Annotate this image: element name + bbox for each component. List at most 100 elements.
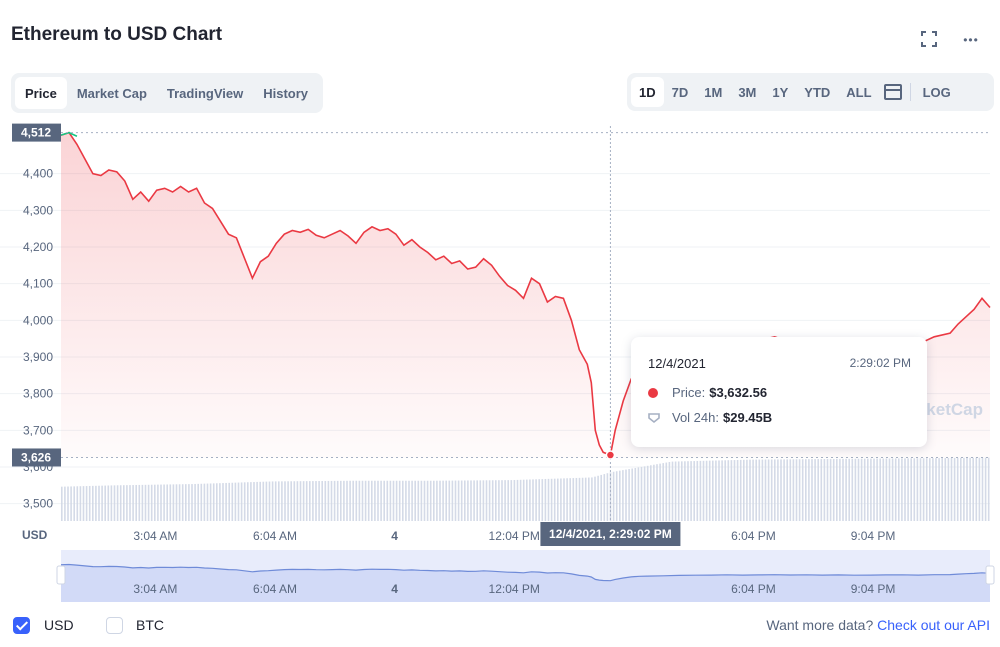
volume-bar [891,458,894,521]
chart-title: Ethereum to USD Chart [11,24,223,45]
volume-bar [408,480,410,521]
usd-checkbox[interactable] [13,617,30,634]
volume-bar [70,486,72,521]
fullscreen-icon[interactable] [919,30,939,50]
volume-bar [498,480,500,521]
x-tick-label: 4 [391,529,398,543]
volume-bar [956,457,959,521]
volume-bar [160,484,162,521]
volume-bar [640,466,643,521]
volume-bar [789,459,792,521]
volume-bar [150,484,153,521]
volume-bar [863,458,866,521]
range-3m[interactable]: 3M [738,84,757,100]
volume-bar [206,483,209,521]
volume-bar [448,480,451,521]
navigator-tick-label: 12:04 PM [489,582,540,596]
volume-bar [343,480,345,521]
more-data-text: Want more data? Check out our API [766,617,990,633]
log-scale-toggle[interactable]: LOG [922,84,951,100]
volume-bar [581,477,584,521]
range-1y[interactable]: 1Y [772,84,789,100]
volume-bar [848,458,850,521]
volume-bar [278,481,280,521]
volume-bar [398,480,401,521]
volume-bar [867,458,869,521]
tooltip-time: 2:29:02 PM [849,356,911,370]
volume-bar [839,458,841,521]
range-ytd[interactable]: YTD [804,84,831,100]
tab-history[interactable]: History [263,85,309,101]
volume-bar [749,459,751,521]
volume-bar [402,480,404,521]
volume-bar [594,476,596,521]
volume-bar [615,471,618,521]
volume-bar [935,458,937,521]
navigator-line [60,563,991,582]
volume-bar [553,478,556,521]
y-tick-label: 4,400 [23,167,53,181]
volume-bar [240,482,243,521]
volume-bar [687,461,689,521]
volume-bar [960,457,962,521]
tab-price[interactable]: Price [15,77,67,109]
crosshair-x-badge [540,522,681,546]
navigator-left-handle[interactable] [56,565,66,585]
volume-bar [792,459,795,521]
api-link[interactable]: Check out our API [877,617,990,633]
volume-bar [718,460,720,521]
volume-bar [755,459,757,521]
volume-bar [166,484,168,521]
volume-bar [563,478,565,521]
volume-bar [820,459,823,521]
volume-bar [941,458,943,521]
volume-bar [860,458,863,521]
volume-bar [808,459,810,521]
volume-bar [495,480,497,521]
volume-bars [61,457,990,521]
volume-bar [656,464,658,521]
volume-bar [457,480,460,521]
calendar-icon[interactable] [883,84,902,100]
volume-bar [681,461,683,521]
price-chart[interactable]: 3,5003,6003,7003,8003,9004,0004,1004,200… [0,0,1000,610]
volume-bar [194,483,196,521]
btc-checkbox[interactable] [106,617,123,634]
volume-bar [445,480,447,521]
tab-market-cap[interactable]: Market Cap [76,85,147,101]
range-7d[interactable]: 7D [671,84,689,100]
more-horizontal-icon[interactable]: ••• [963,33,979,47]
range-all[interactable]: ALL [846,84,872,100]
volume-bar [901,458,903,521]
volume-bar [126,485,128,521]
chart-footer: USD BTC Want more data? Check out our AP… [0,610,1000,640]
volume-bar [780,459,782,521]
volume-bar [836,458,838,521]
volume-bar [547,478,550,521]
tab-tradingview[interactable]: TradingView [166,85,244,101]
volume-bar [575,477,578,521]
volume-bar [947,457,950,521]
navigator-right-handle[interactable] [985,565,995,585]
volume-bar [938,458,940,521]
volume-bar [522,479,525,521]
volume-bar [380,480,382,521]
range-navigator[interactable]: 3:04 AM 6:04 AM 4 12:04 PM 6:04 PM 9:04 PM [56,550,995,602]
volume-bar [259,481,261,521]
volume-bar [185,484,187,521]
volume-bar [829,458,832,521]
volume-bar [144,484,147,521]
volume-bar [721,460,723,521]
volume-bar [175,484,178,521]
volume-bar [588,477,590,521]
volume-bar [386,480,389,521]
range-1m[interactable]: 1M [704,84,723,100]
volume-bar [85,486,88,521]
range-1d[interactable]: 1D [631,77,664,107]
volume-bar [606,473,609,521]
volume-bar [609,472,612,521]
volume-bar [172,484,175,521]
volume-bar [978,457,981,521]
y-tick-label: 4,100 [23,277,53,291]
volume-bar [631,468,633,521]
